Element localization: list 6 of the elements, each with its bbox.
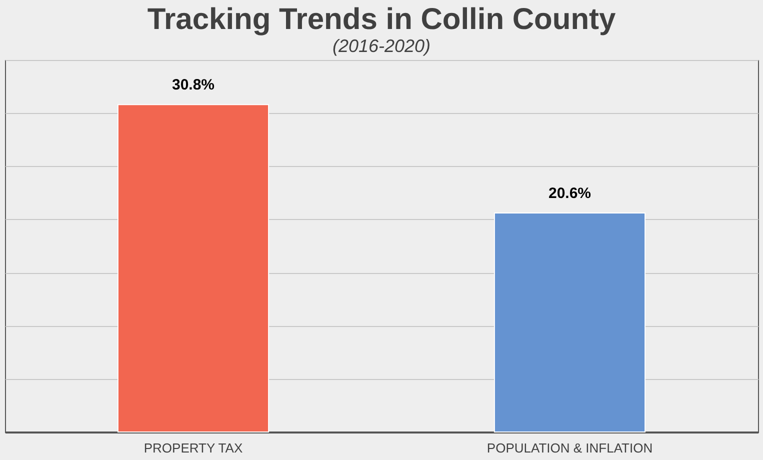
data-label: 30.8% [172,76,215,94]
chart-subtitle: (2016-2020) [332,36,431,56]
data-label: 20.6% [548,185,592,202]
chart-title: Tracking Trends in Collin County [147,3,616,36]
x-tick-label: PROPERTY TAX [144,440,243,456]
x-tick-label: POPULATION & INFLATION [486,440,653,456]
